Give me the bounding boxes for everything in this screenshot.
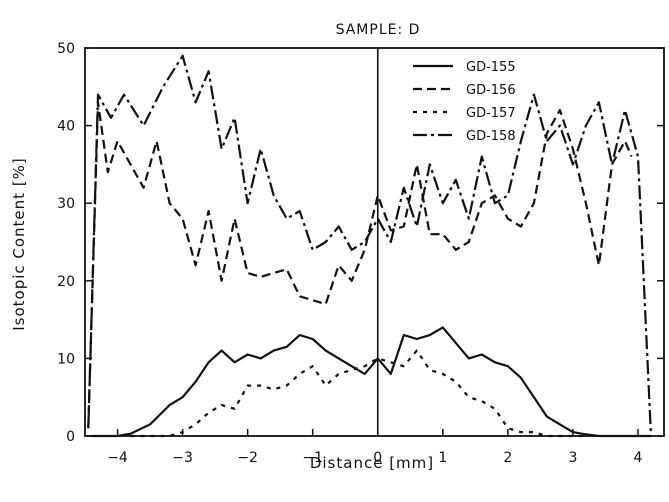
x-tick-label: −1 [302,450,323,466]
series-line-gd-158 [87,54,653,437]
x-tick-label: −2 [237,450,258,466]
y-tick-label: 10 [57,351,75,367]
series-line-gd-155 [91,326,651,438]
y-tick-label: 40 [57,119,75,135]
legend: GD-155 GD-156 GD-157 GD-158 [413,60,516,144]
plot-frame [84,47,665,437]
legend-label-gd-155: GD-155 [466,60,516,75]
x-tick-label: 1 [438,450,447,466]
legend-label-gd-158: GD-158 [466,129,516,144]
y-tick-label: 50 [57,41,75,57]
x-tick-label: −3 [172,450,193,466]
legend-label-gd-157: GD-157 [466,106,516,121]
chart-title: SAMPLE: D [336,22,421,38]
y-axis-title: Isotopic Content [%] [10,157,28,331]
x-tick-label: −4 [107,450,128,466]
y-tick-label: 0 [66,429,75,445]
x-tick-label: 3 [568,450,577,466]
series-lines [87,54,653,438]
y-tick-label: 30 [57,196,75,212]
y-tick-label: 20 [57,274,75,290]
x-tick-label: 4 [634,450,643,466]
y-axis-ticks: 0 10 20 30 40 50 [57,41,664,445]
series-line-gd-156 [87,101,633,429]
x-axis-title: Distance [mm] [310,454,434,472]
series-line-gd-157 [130,349,586,438]
x-tick-label: 2 [503,450,512,466]
x-tick-label: 0 [373,450,382,466]
legend-label-gd-156: GD-156 [466,83,516,98]
x-axis-ticks: −4 −3 −2 −1 0 1 2 3 4 [107,429,643,466]
